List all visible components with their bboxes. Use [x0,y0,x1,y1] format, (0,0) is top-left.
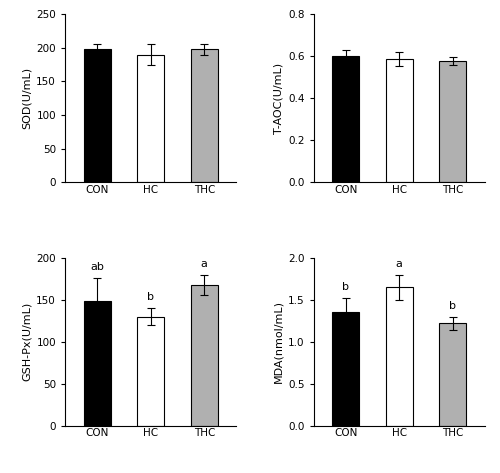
Bar [332,56,359,182]
Bar [191,49,218,182]
Bar [386,287,412,426]
Bar [84,301,110,426]
Text: a: a [201,259,207,269]
Y-axis label: T-AOC(U/mL): T-AOC(U/mL) [274,62,284,134]
Bar [138,316,164,426]
Text: ab: ab [90,262,104,272]
Bar [84,49,110,182]
Bar [440,61,466,182]
Bar [138,54,164,182]
Text: b: b [450,301,456,311]
Bar [440,323,466,426]
Y-axis label: MDA(nmol/mL): MDA(nmol/mL) [274,300,284,383]
Bar [386,59,412,182]
Text: b: b [342,282,349,292]
Text: b: b [147,292,154,302]
Bar [332,312,359,426]
Text: a: a [396,259,402,269]
Y-axis label: GSH-Px(U/mL): GSH-Px(U/mL) [22,302,32,381]
Bar [191,285,218,426]
Y-axis label: SOD(U/mL): SOD(U/mL) [22,67,32,129]
